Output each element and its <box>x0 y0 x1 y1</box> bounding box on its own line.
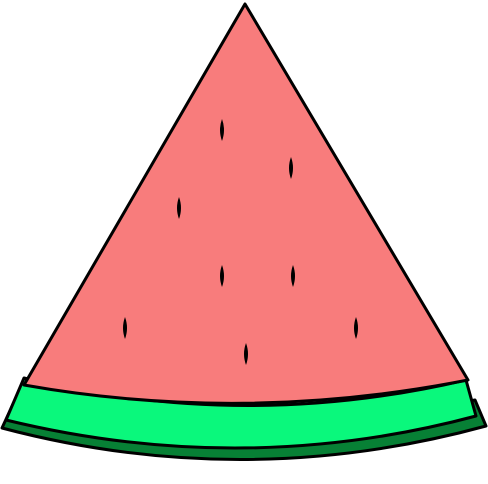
seeds <box>123 119 358 365</box>
seed-icon <box>291 265 295 287</box>
seed-icon <box>220 265 224 287</box>
watermelon-flesh <box>22 2 470 405</box>
seed-icon <box>244 343 248 365</box>
seed-icon <box>289 157 293 179</box>
seed-icon <box>354 317 358 339</box>
seed-icon <box>177 197 181 219</box>
seed-icon <box>220 119 224 141</box>
seed-icon <box>123 317 127 339</box>
